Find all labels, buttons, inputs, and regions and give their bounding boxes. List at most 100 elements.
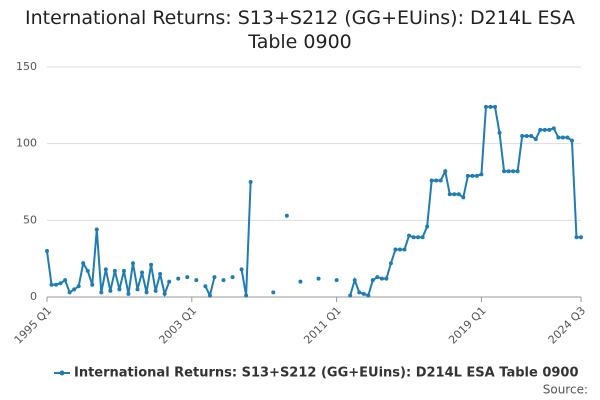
point — [49, 282, 54, 287]
point — [565, 135, 570, 140]
point — [488, 104, 493, 109]
point — [520, 134, 525, 138]
point — [443, 169, 448, 174]
point — [348, 293, 353, 298]
point — [569, 138, 574, 143]
point — [112, 268, 117, 273]
point — [63, 278, 68, 283]
point — [81, 261, 86, 266]
point — [140, 270, 145, 275]
point — [271, 290, 276, 295]
point — [144, 290, 149, 295]
point — [130, 261, 135, 266]
point — [244, 293, 249, 298]
point — [542, 127, 547, 132]
x-tick-label: 1995 Q1 — [12, 304, 55, 347]
point — [194, 278, 199, 283]
point — [465, 173, 470, 178]
point — [103, 267, 108, 272]
point — [76, 284, 81, 289]
point — [67, 290, 72, 295]
point — [388, 261, 393, 266]
point — [366, 293, 371, 298]
point — [470, 173, 475, 178]
point — [239, 267, 244, 272]
chart-title: International Returns: S13+S212 (GG+EUin… — [25, 7, 575, 53]
point — [429, 178, 434, 183]
point — [162, 291, 167, 296]
point — [54, 282, 59, 287]
point — [99, 290, 104, 295]
point — [479, 172, 484, 177]
point — [72, 287, 77, 292]
x-tick-label: 2019 Q1 — [446, 304, 489, 347]
point — [511, 169, 516, 174]
point — [221, 278, 226, 283]
point — [85, 268, 90, 273]
point — [434, 178, 439, 183]
point — [90, 282, 95, 287]
point — [375, 275, 380, 280]
point — [158, 272, 163, 276]
point — [384, 276, 389, 281]
legend-label: International Returns: S13+S212 (GG+EUin… — [74, 366, 579, 381]
point — [117, 287, 122, 292]
point — [284, 213, 289, 218]
point — [316, 276, 321, 281]
point — [108, 288, 113, 293]
point — [560, 135, 565, 140]
y-tick-label: 50 — [23, 213, 37, 226]
x-tick-label: 2024 Q3 — [546, 304, 589, 347]
point — [176, 276, 181, 281]
point — [483, 104, 488, 109]
point — [529, 134, 534, 138]
point — [425, 224, 430, 229]
point — [45, 249, 49, 253]
point — [579, 235, 583, 240]
point — [230, 275, 235, 280]
point — [461, 195, 466, 200]
point — [411, 235, 416, 240]
point — [524, 134, 529, 138]
point — [334, 278, 339, 283]
point — [185, 275, 190, 280]
point — [547, 127, 552, 132]
point — [456, 192, 461, 197]
point — [452, 192, 457, 197]
point — [149, 262, 154, 267]
point — [551, 126, 556, 131]
point — [538, 127, 543, 132]
point — [135, 287, 140, 292]
point — [515, 169, 520, 174]
point — [393, 247, 398, 252]
point — [502, 169, 507, 174]
point — [416, 235, 421, 240]
point — [121, 268, 126, 273]
point — [506, 169, 511, 174]
point — [357, 290, 362, 295]
y-tick-label: 150 — [16, 60, 37, 73]
point — [438, 178, 443, 183]
point — [298, 279, 303, 284]
point — [493, 104, 498, 109]
point — [352, 278, 357, 283]
point — [207, 293, 212, 298]
point — [248, 180, 253, 184]
point — [407, 233, 412, 238]
x-tick-label: 2003 Q1 — [157, 304, 200, 347]
point — [58, 281, 63, 286]
point — [361, 291, 366, 296]
point — [212, 275, 217, 280]
y-tick-label: 100 — [16, 137, 37, 150]
series-line — [46, 105, 581, 299]
point — [203, 284, 208, 289]
x-tick-label: 2011 Q1 — [301, 304, 344, 347]
point — [379, 276, 384, 281]
point — [420, 235, 425, 240]
point — [126, 291, 131, 296]
source: Source: — [543, 383, 588, 397]
point — [167, 279, 172, 284]
point — [94, 227, 99, 232]
